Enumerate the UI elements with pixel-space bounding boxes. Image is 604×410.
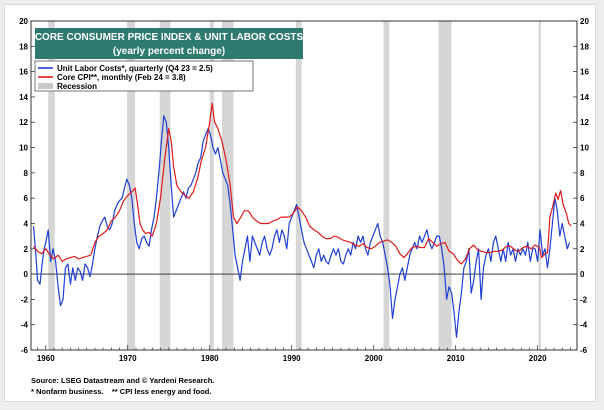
legend: Unit Labor Costs*, quarterly (Q4 23 = 2.… [34, 60, 254, 92]
x-tick-label: 2020 [529, 354, 547, 363]
recession-band-2 [159, 21, 171, 350]
y-tick-label-left: 0 [24, 270, 29, 279]
chart-svg: -6 -6 -4 -4 -2 -2 0 0 2 2 4 4 6 6 8 8 10 10 12 12 14 14 16 16 18… [19, 17, 589, 396]
y-tick-label-left: 2 [24, 245, 29, 254]
y-tick-label-left: -6 [21, 346, 29, 355]
y-tick-label-left: 10 [19, 144, 28, 153]
y-tick-label-left: 4 [24, 219, 29, 228]
chart-frame: -6 -6 -4 -4 -2 -2 0 0 2 2 4 4 6 6 8 8 10 10 12 12 14 14 16 16 18… [4, 4, 596, 402]
y-tick-label-left: 8 [24, 169, 29, 178]
y-tick-label-right: 10 [580, 144, 589, 153]
recession-band-7 [438, 21, 452, 350]
title-box: CORE CONSUMER PRICE INDEX & UNIT LABOR C… [35, 28, 304, 59]
y-tick-label-right: 6 [580, 194, 585, 203]
x-tick-label: 2000 [365, 354, 383, 363]
y-tick-label-left: -2 [21, 295, 29, 304]
legend-label-recession: Recession [57, 82, 97, 91]
x-tick-label: 1990 [283, 354, 301, 363]
recession-layer [48, 21, 541, 350]
y-tick-label-right: -6 [580, 346, 588, 355]
y-axis: -6 -6 -4 -4 -2 -2 0 0 2 2 4 4 6 6 8 8 10 10 12 12 14 14 16 16 18… [19, 17, 589, 355]
y-tick-label-left: 14 [19, 93, 28, 102]
y-tick-label-right: 2 [580, 245, 585, 254]
title-background [35, 28, 303, 59]
recession-band-3 [209, 21, 214, 350]
source-note: Source: LSEG Datastream and © Yardeni Re… [31, 376, 214, 385]
x-axis: 1960 1970 1980 1990 2000 2010 2020 [37, 345, 571, 363]
chart-subtitle: (yearly percent change) [113, 46, 225, 57]
y-tick-label-right: -4 [580, 321, 588, 330]
unit-labor-costs-line [32, 115, 571, 338]
y-tick-label-right: 16 [580, 68, 589, 77]
recession-band-1 [126, 21, 136, 350]
recession-band-5 [295, 21, 302, 350]
y-tick-label-left: 16 [19, 68, 28, 77]
legend-label-cpi: Core CPI**, monthly (Feb 24 = 3.8) [57, 73, 186, 82]
recession-band-8 [538, 21, 541, 350]
y-tick-label-right: 4 [580, 219, 585, 228]
y-tick-label-left: 6 [24, 194, 29, 203]
legend-swatch-recession [38, 83, 53, 89]
y-tick-label-right: 0 [580, 270, 585, 279]
y-tick-label-left: 12 [19, 118, 28, 127]
y-tick-label-left: -4 [21, 321, 29, 330]
chart-title: CORE CONSUMER PRICE INDEX & UNIT LABOR C… [35, 32, 304, 43]
y-tick-label-right: 14 [580, 93, 589, 102]
series-layer [32, 102, 572, 338]
y-tick-label-left: 20 [19, 17, 28, 26]
x-tick-label: 1960 [37, 354, 55, 363]
legend-label-ulc: Unit Labor Costs*, quarterly (Q4 23 = 2.… [57, 64, 213, 73]
footnote: * Nonfarm business. ** CPI less energy a… [31, 387, 211, 396]
y-tick-label-right: 12 [580, 118, 589, 127]
recession-band-6 [383, 21, 390, 350]
y-tick-label-right: 20 [580, 17, 589, 26]
y-tick-label-right: 8 [580, 169, 585, 178]
recession-band-0 [48, 21, 55, 350]
x-tick-label: 1980 [201, 354, 219, 363]
y-tick-label-right: 18 [580, 42, 589, 51]
plot-border [30, 20, 578, 351]
x-tick-label: 1970 [119, 354, 137, 363]
core-cpi-line [33, 102, 572, 265]
y-tick-label-right: -2 [580, 295, 588, 304]
x-tick-label: 2010 [447, 354, 465, 363]
y-tick-label-left: 18 [19, 42, 28, 51]
legend-box [34, 60, 254, 92]
